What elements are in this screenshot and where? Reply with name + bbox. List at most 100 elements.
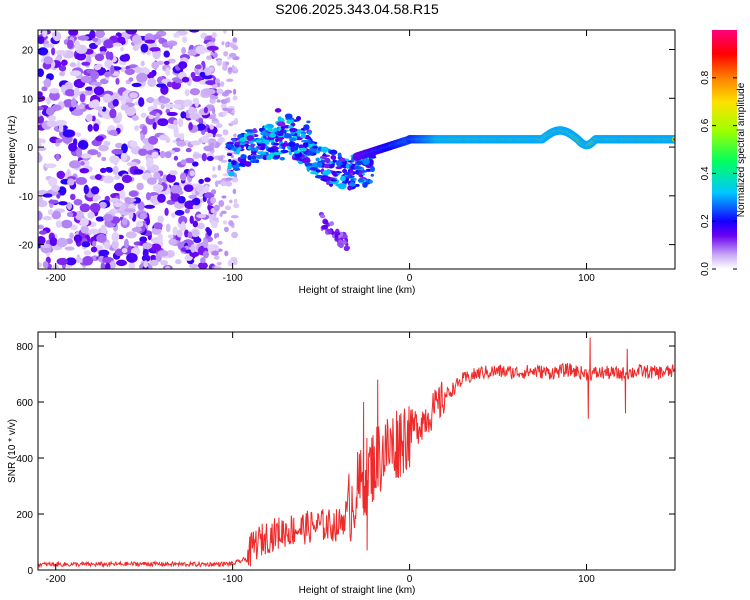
heatmap-cell <box>75 52 87 61</box>
heatmap-cell <box>148 135 159 145</box>
heatmap-cell <box>354 166 362 170</box>
heatmap-cell <box>121 247 128 254</box>
heatmap-cell <box>272 152 282 156</box>
heatmap-cell <box>173 155 179 161</box>
heatmap-cell <box>329 221 335 227</box>
heatmap-cell <box>82 255 94 266</box>
heatmap-cell <box>70 98 77 108</box>
heatmap-cell <box>338 242 344 249</box>
heatmap-cell <box>178 61 188 69</box>
heatmap-cell <box>163 50 170 58</box>
heatmap-cell <box>237 157 242 162</box>
heatmap-cell <box>156 83 167 88</box>
heatmap-cell <box>335 162 343 166</box>
heatmap-cell <box>181 46 187 55</box>
y-tick-label: 0 <box>27 143 33 154</box>
heatmap-cell <box>166 173 176 183</box>
heatmap-cell <box>153 222 163 230</box>
heatmap-cell <box>164 207 169 217</box>
heatmap-cell <box>255 139 263 143</box>
spectrogram-heatmap <box>38 30 675 269</box>
heatmap-cell <box>70 109 83 116</box>
heatmap-cell <box>144 39 156 44</box>
heatmap-cell <box>215 180 219 188</box>
heatmap-cell <box>117 234 124 240</box>
heatmap-cell <box>79 203 91 213</box>
heatmap-cell <box>90 81 102 87</box>
heatmap-cell <box>134 125 140 131</box>
heatmap-cell <box>93 86 105 96</box>
heatmap-cell <box>224 97 229 103</box>
heatmap-cell <box>165 223 171 233</box>
heatmap-cell <box>226 78 234 82</box>
heatmap-cell <box>298 147 307 152</box>
heatmap-cell <box>87 124 93 132</box>
heatmap-cell <box>173 99 185 105</box>
y-tick-label: 10 <box>22 94 34 105</box>
heatmap-cell <box>138 148 148 156</box>
heatmap-cell <box>38 146 47 152</box>
heatmap-cell <box>217 164 222 171</box>
heatmap-cell <box>316 162 323 168</box>
heatmap-cell <box>222 110 227 117</box>
heatmap-cell <box>215 123 223 128</box>
heatmap-cell <box>142 242 153 250</box>
heatmap-cell <box>168 238 178 246</box>
heatmap-cell <box>196 123 206 131</box>
heatmap-cell <box>288 141 296 148</box>
heatmap-cell <box>136 72 148 83</box>
heatmap-cell <box>48 199 59 204</box>
heatmap-cell <box>210 197 217 204</box>
heatmap-cell <box>56 170 66 179</box>
heatmap-cell <box>38 137 44 144</box>
heatmap-cell <box>66 39 74 49</box>
x-tick-label: -200 <box>46 574 66 585</box>
heatmap-cell <box>238 162 245 167</box>
heatmap-cell <box>211 220 218 229</box>
heatmap-cell <box>203 106 208 114</box>
heatmap-cell <box>260 145 266 151</box>
heatmap-cell <box>227 69 233 73</box>
heatmap-cell <box>92 37 99 42</box>
heatmap-cell <box>51 104 62 111</box>
heatmap-cell <box>309 167 318 171</box>
heatmap-cell <box>38 210 43 221</box>
heatmap-cell <box>178 215 188 225</box>
heatmap-cell <box>316 150 321 154</box>
heatmap-cell <box>131 82 142 88</box>
heatmap-cell <box>345 174 355 179</box>
heatmap-cell <box>274 108 282 113</box>
heatmap-cell <box>157 250 169 257</box>
heatmap-cell <box>48 177 58 187</box>
heatmap-cell <box>64 88 76 97</box>
heatmap-cell <box>165 265 171 269</box>
heatmap-cell <box>68 142 78 152</box>
heatmap-cell <box>348 182 356 187</box>
heatmap-cell <box>224 89 233 94</box>
heatmap-cell <box>221 41 225 46</box>
heatmap-cell <box>136 220 144 228</box>
snr-frame <box>37 331 676 571</box>
heatmap-cell <box>231 65 235 71</box>
heatmap-cell <box>205 80 216 86</box>
heatmap-cell <box>58 65 67 72</box>
heatmap-cell <box>179 133 185 141</box>
heatmap-cell <box>41 86 48 92</box>
heatmap-cell <box>166 81 173 88</box>
heatmap-cell <box>217 155 224 162</box>
heatmap-cell <box>306 150 314 156</box>
heatmap-cell <box>129 140 138 148</box>
heatmap-cell <box>58 124 64 133</box>
heatmap-cell <box>149 259 159 267</box>
heatmap-cell <box>152 184 164 192</box>
heatmap-cell <box>332 159 338 163</box>
heatmap-cell <box>185 147 192 153</box>
heatmap-cell <box>196 213 207 219</box>
heatmap-cell <box>225 143 234 149</box>
heatmap-cell <box>81 241 91 248</box>
heatmap-cell <box>184 229 189 238</box>
heatmap-cell <box>76 147 83 158</box>
heatmap-cell <box>231 160 236 165</box>
heatmap-cell <box>145 217 151 226</box>
heatmap-cell <box>43 78 52 88</box>
